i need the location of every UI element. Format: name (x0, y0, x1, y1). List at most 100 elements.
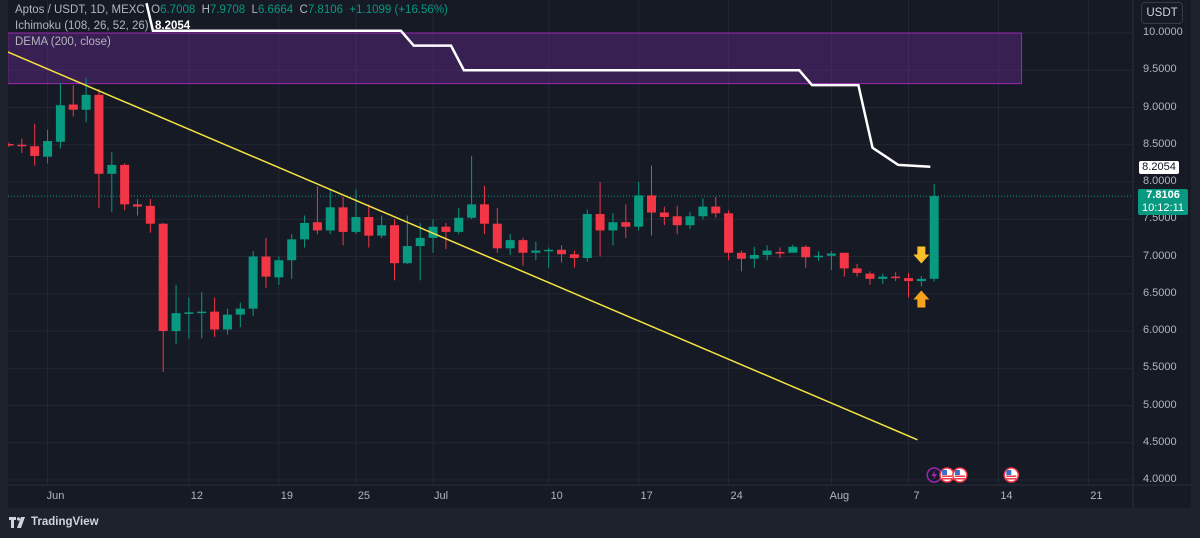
candle (557, 245, 567, 263)
candle (402, 215, 412, 264)
candle-body (248, 256, 258, 309)
candle-body (184, 312, 194, 314)
candle (107, 152, 117, 212)
candle-body (505, 240, 515, 249)
candle-body (659, 212, 669, 218)
time-tick-label: 21 (1090, 490, 1103, 502)
candle-body (492, 223, 502, 249)
candle (852, 263, 862, 277)
ichimoku-line (145, 2, 931, 168)
currency-button[interactable]: USDT (1141, 2, 1183, 24)
candle (608, 213, 618, 246)
candle-body (441, 226, 451, 232)
price-chart[interactable] (8, 0, 1191, 508)
price-tick-label: 6.5000 (1143, 286, 1177, 299)
candle-body (479, 204, 489, 224)
candle-body (839, 252, 849, 269)
candle-body (364, 217, 374, 236)
candle (287, 234, 297, 279)
time-tick-label: 24 (730, 490, 743, 502)
candle (891, 272, 901, 282)
candle-body (865, 273, 875, 279)
candle-body (428, 226, 438, 238)
candle (8, 142, 14, 147)
candle (222, 308, 232, 335)
chart-panel[interactable] (8, 0, 1191, 508)
candle-body (595, 214, 605, 231)
candle-body (30, 146, 40, 156)
candle (544, 247, 554, 268)
candle-body (8, 144, 14, 146)
candle (454, 208, 464, 235)
candle-body (338, 207, 348, 232)
open-value: 6.7008 (160, 4, 196, 16)
candle-body (685, 216, 695, 226)
candle (428, 219, 438, 253)
candle-body (557, 249, 567, 255)
time-tick-label: 25 (357, 490, 371, 502)
candle (916, 275, 926, 287)
buy-arrow-icon (913, 290, 930, 308)
candle (43, 129, 53, 164)
candle-body (158, 223, 168, 331)
us-flag-event-icon[interactable] (1003, 467, 1020, 483)
candle-body (634, 195, 644, 227)
candle-body (608, 222, 618, 231)
candle-body (43, 141, 53, 157)
candle-body (801, 246, 811, 258)
time-tick-label: Jun (46, 490, 65, 502)
price-tick-label: 8.5000 (1143, 137, 1177, 150)
us-flag-event-icon[interactable] (939, 467, 955, 483)
price-tick-label: 6.0000 (1143, 324, 1177, 336)
dema-legend[interactable]: DEMA (200, close) (15, 36, 111, 48)
time-tick-label: 12 (190, 490, 204, 502)
candle (531, 241, 541, 261)
candle (30, 123, 40, 166)
price-tick-label: 7.5000 (1143, 212, 1177, 225)
candle (672, 205, 682, 235)
candle (904, 272, 913, 298)
change-value: +1.1099 (+16.56%) (349, 4, 448, 16)
candle-body (454, 217, 464, 232)
us-flag-event-icon[interactable] (952, 467, 968, 483)
candle (467, 155, 477, 220)
flag-canton (942, 470, 948, 475)
candle-body (390, 225, 399, 264)
candle (762, 245, 772, 261)
candle (788, 244, 798, 253)
symbol-name[interactable]: Aptos / USDT, 1D, MEXC (15, 4, 145, 16)
price-tick-label: 9.0000 (1143, 100, 1177, 113)
price-tick-label: 5.0000 (1143, 398, 1177, 411)
candle (634, 182, 644, 231)
candle (659, 206, 669, 226)
candle (929, 184, 939, 282)
bar-countdown: 10:12:11 (1141, 202, 1184, 214)
candle-body (878, 276, 888, 279)
candle-body (222, 314, 232, 330)
candle-body (300, 222, 310, 240)
tradingview-logo[interactable]: TradingView (9, 516, 99, 528)
price-tick-label: 4.5000 (1143, 435, 1177, 448)
candle-body (788, 246, 798, 253)
ichimoku-legend[interactable]: Ichimoku (108, 26, 52, 26) 8.2054 (15, 20, 191, 32)
price-tick-label: 4.0000 (1143, 473, 1177, 485)
candle-body (17, 144, 27, 147)
candle (775, 247, 785, 258)
candle-body (736, 252, 746, 259)
high-value: 7.9708 (209, 4, 246, 16)
candle (441, 222, 451, 250)
current-price: 7.8106 (1146, 189, 1180, 201)
candle-body (891, 276, 901, 279)
candle-body (467, 204, 477, 218)
price-tick-label: 5.5000 (1143, 361, 1177, 374)
candle (184, 297, 194, 339)
flag-stripe (1006, 475, 1017, 477)
candle (711, 196, 721, 218)
candle-body (287, 239, 297, 261)
time-tick-label: Jul (434, 490, 449, 502)
candle-body (852, 268, 862, 273)
time-tick-label: 7 (913, 490, 920, 502)
candle-body (749, 255, 759, 259)
time-tick-label: 19 (280, 490, 293, 502)
lightning-event-icon[interactable] (926, 467, 942, 483)
